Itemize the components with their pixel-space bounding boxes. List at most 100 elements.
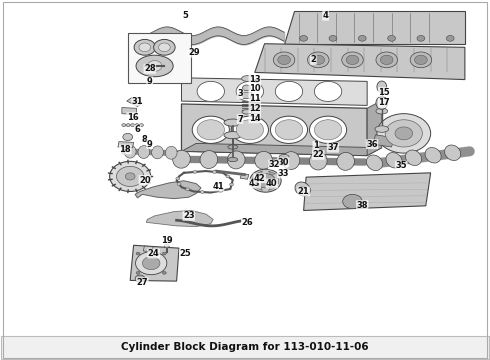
Polygon shape (255, 187, 263, 190)
Circle shape (270, 116, 308, 143)
Circle shape (377, 114, 431, 153)
Text: 11: 11 (249, 94, 261, 103)
Text: 23: 23 (183, 211, 195, 220)
Circle shape (200, 190, 204, 193)
Circle shape (197, 120, 224, 140)
Circle shape (143, 257, 160, 270)
Ellipse shape (165, 146, 177, 159)
Ellipse shape (406, 150, 421, 166)
Circle shape (236, 120, 264, 140)
Circle shape (117, 166, 144, 186)
Circle shape (380, 55, 393, 64)
Ellipse shape (367, 155, 383, 171)
Text: Cylinder Block Diagram for 113-010-11-06: Cylinder Block Diagram for 113-010-11-06 (121, 342, 369, 352)
Circle shape (136, 271, 140, 274)
Polygon shape (269, 187, 275, 190)
Text: 37: 37 (327, 143, 339, 152)
Circle shape (230, 183, 234, 186)
Text: 17: 17 (378, 98, 390, 107)
Text: 18: 18 (120, 145, 131, 154)
Text: 13: 13 (249, 75, 261, 84)
Text: 21: 21 (298, 187, 310, 196)
Circle shape (136, 252, 167, 275)
Circle shape (250, 169, 281, 192)
Text: 3: 3 (237, 89, 243, 98)
Text: 22: 22 (313, 150, 324, 159)
Circle shape (278, 158, 286, 164)
Text: 43: 43 (249, 179, 261, 188)
Circle shape (193, 171, 197, 174)
Text: 32: 32 (269, 160, 280, 169)
Circle shape (395, 127, 413, 140)
FancyBboxPatch shape (0, 336, 490, 359)
Circle shape (231, 116, 269, 143)
Circle shape (308, 52, 329, 68)
Ellipse shape (376, 96, 388, 109)
Circle shape (346, 55, 359, 64)
Circle shape (385, 120, 422, 147)
Polygon shape (255, 44, 465, 80)
Circle shape (343, 194, 362, 209)
Text: 7: 7 (237, 114, 243, 123)
Text: 41: 41 (212, 182, 224, 191)
Text: 36: 36 (366, 140, 378, 149)
Polygon shape (144, 246, 153, 252)
Circle shape (134, 40, 156, 55)
Text: 14: 14 (249, 114, 261, 123)
Ellipse shape (444, 145, 461, 161)
Polygon shape (181, 143, 382, 156)
Ellipse shape (136, 55, 173, 77)
Circle shape (342, 52, 363, 68)
Circle shape (126, 124, 130, 127)
Circle shape (159, 43, 170, 51)
Circle shape (122, 124, 126, 127)
Ellipse shape (228, 157, 238, 162)
Text: 2: 2 (311, 55, 317, 64)
Text: 10: 10 (249, 84, 261, 93)
Text: 29: 29 (188, 48, 199, 57)
Text: 15: 15 (378, 87, 390, 96)
Text: 42: 42 (254, 174, 266, 183)
Ellipse shape (224, 132, 242, 139)
Polygon shape (181, 104, 367, 156)
Text: 9: 9 (147, 77, 152, 86)
Circle shape (135, 124, 139, 127)
Text: 27: 27 (137, 278, 148, 287)
Ellipse shape (124, 145, 136, 158)
Circle shape (139, 43, 151, 51)
Polygon shape (269, 171, 275, 175)
Text: 5: 5 (182, 10, 188, 19)
Circle shape (147, 60, 162, 71)
Ellipse shape (255, 151, 272, 169)
Polygon shape (255, 171, 263, 175)
Ellipse shape (386, 153, 402, 168)
Polygon shape (118, 141, 134, 148)
Ellipse shape (138, 145, 150, 158)
Ellipse shape (200, 150, 218, 168)
Text: 9: 9 (147, 140, 152, 149)
Polygon shape (147, 211, 213, 226)
Ellipse shape (242, 76, 253, 81)
Circle shape (140, 124, 144, 127)
Circle shape (176, 177, 180, 180)
Polygon shape (130, 245, 179, 281)
Circle shape (162, 252, 166, 255)
Polygon shape (240, 174, 249, 179)
Ellipse shape (242, 110, 252, 114)
Circle shape (186, 188, 190, 191)
Polygon shape (181, 78, 367, 105)
Circle shape (197, 81, 224, 102)
Circle shape (275, 120, 303, 140)
Circle shape (164, 244, 169, 248)
Text: 30: 30 (277, 158, 289, 167)
Ellipse shape (376, 108, 388, 114)
Circle shape (154, 40, 175, 55)
Circle shape (236, 81, 264, 102)
Text: 25: 25 (179, 249, 191, 258)
Text: 20: 20 (139, 176, 150, 185)
Ellipse shape (337, 152, 354, 170)
Circle shape (256, 174, 275, 188)
Text: 35: 35 (395, 161, 407, 170)
Polygon shape (242, 92, 252, 99)
Circle shape (388, 36, 395, 41)
